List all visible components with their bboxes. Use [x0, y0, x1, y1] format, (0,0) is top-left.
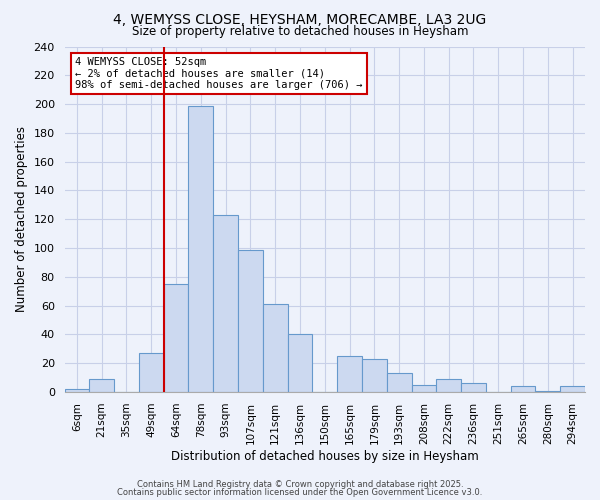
Bar: [511, 386, 535, 392]
Bar: [412, 385, 436, 392]
Bar: [436, 379, 461, 392]
Bar: [362, 359, 387, 392]
Bar: [89, 379, 114, 392]
Bar: [337, 356, 362, 392]
Bar: [263, 304, 287, 392]
Bar: [213, 215, 238, 392]
Text: 4, WEMYSS CLOSE, HEYSHAM, MORECAMBE, LA3 2UG: 4, WEMYSS CLOSE, HEYSHAM, MORECAMBE, LA3…: [113, 12, 487, 26]
Bar: [287, 334, 313, 392]
Bar: [65, 389, 89, 392]
Bar: [238, 250, 263, 392]
Bar: [139, 353, 164, 392]
Bar: [387, 374, 412, 392]
Bar: [461, 384, 486, 392]
Bar: [188, 106, 213, 392]
Text: 4 WEMYSS CLOSE: 52sqm
← 2% of detached houses are smaller (14)
98% of semi-detac: 4 WEMYSS CLOSE: 52sqm ← 2% of detached h…: [75, 57, 362, 90]
Text: Size of property relative to detached houses in Heysham: Size of property relative to detached ho…: [132, 25, 468, 38]
Bar: [535, 390, 560, 392]
Bar: [164, 284, 188, 392]
Y-axis label: Number of detached properties: Number of detached properties: [15, 126, 28, 312]
Bar: [560, 386, 585, 392]
Text: Contains public sector information licensed under the Open Government Licence v3: Contains public sector information licen…: [118, 488, 482, 497]
X-axis label: Distribution of detached houses by size in Heysham: Distribution of detached houses by size …: [171, 450, 479, 462]
Text: Contains HM Land Registry data © Crown copyright and database right 2025.: Contains HM Land Registry data © Crown c…: [137, 480, 463, 489]
